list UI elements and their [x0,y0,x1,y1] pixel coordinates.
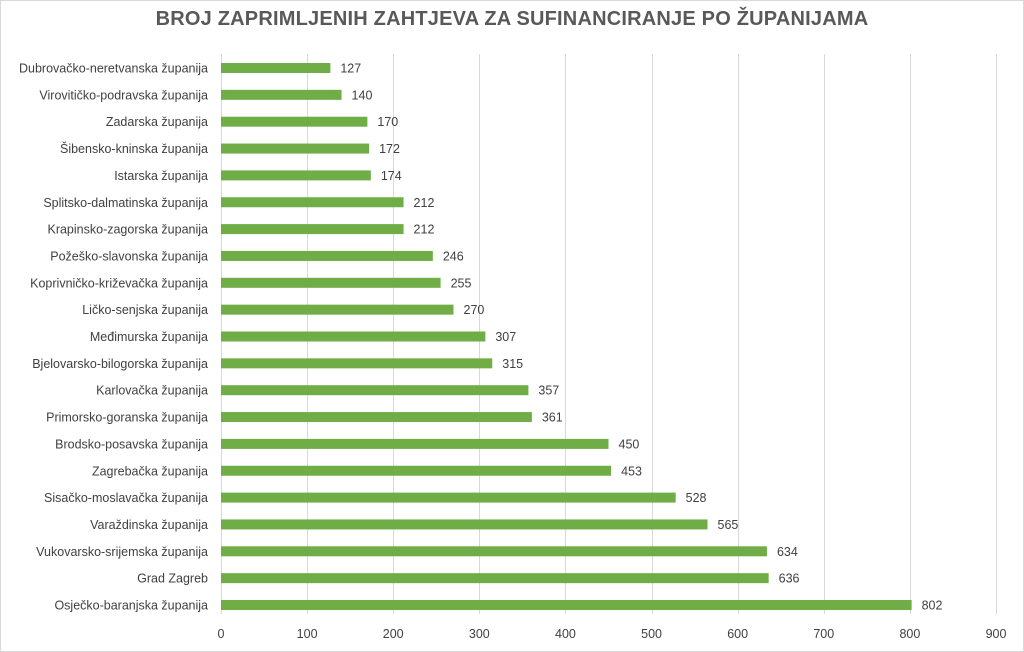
category-label: Zagrebačka županija [92,464,208,478]
bar [221,63,331,73]
data-label: 636 [779,572,800,586]
bar [221,304,454,315]
x-tick-label: 100 [297,627,318,641]
bar [221,465,612,476]
category-label: Karlovačka županija [96,384,208,398]
data-label: 170 [377,115,398,129]
chart-title: BROJ ZAPRIMLJENIH ZAHTJEVA ZA SUFINANCIR… [155,8,869,30]
bar [221,250,433,261]
data-label: 212 [414,223,435,237]
x-tick-label: 900 [986,627,1007,641]
x-axis-tick-labels: 0 100 200 300 400 500 600 700 800 900 [218,627,1007,641]
data-label: 172 [379,142,400,156]
category-label: Bjelovarsko-bilogorska županija [32,357,208,371]
bars [221,63,912,610]
x-tick-label: 800 [899,627,920,641]
bar [221,358,493,369]
bar [221,224,404,235]
bar [221,197,404,208]
data-label: 450 [619,437,640,451]
x-tick-label: 700 [813,627,834,641]
category-label: Međimurska županija [90,330,208,344]
bar [221,412,532,423]
category-labels: Dubrovačko-neretvanska županija Virovitič… [19,62,208,613]
category-label: Istarska županija [114,169,208,183]
data-label: 361 [542,411,563,425]
category-label: Koprivničko-križevačka županija [30,276,208,290]
bar [221,573,769,584]
data-label: 174 [381,169,402,183]
category-label: Zadarska županija [106,115,208,129]
data-label: 634 [777,545,798,559]
data-labels: 127 140 170 172 174 212 212 246 255 270 307 315 357 3… [340,62,942,613]
category-label: Šibensko-kninska županija [60,141,208,156]
category-label: Dubrovačko-neretvanska županija [19,62,208,76]
data-label: 307 [495,330,516,344]
category-label: Požeško-slavonska županija [50,249,208,263]
bar [221,331,486,342]
data-label: 255 [451,276,472,290]
bar [221,116,368,127]
bar [221,385,529,396]
x-tick-label: 400 [555,627,576,641]
bar [221,492,676,503]
data-label: 357 [538,384,559,398]
category-label: Varaždinska županija [90,518,208,532]
category-label: Brodsko-posavska županija [55,437,208,451]
category-label: Vukovarsko-srijemska županija [36,545,208,559]
data-label: 315 [502,357,523,371]
category-label: Sisačko-moslavačka županija [44,491,208,505]
x-tick-label: 600 [727,627,748,641]
bar [221,600,912,610]
bar [221,89,342,100]
data-label: 802 [922,599,943,613]
x-tick-label: 200 [383,627,404,641]
bar [221,519,708,530]
bar [221,438,609,449]
data-label: 270 [464,303,485,317]
category-label: Grad Zagreb [137,572,208,586]
x-tick-label: 0 [218,627,225,641]
category-label: Splitsko-dalmatinska županija [43,196,208,210]
bar [221,546,767,557]
data-label: 127 [340,62,361,76]
category-label: Primorsko-goranska županija [46,411,208,425]
category-label: Virovitičko-podravska županija [39,88,208,102]
bar [221,170,371,181]
data-label: 246 [443,249,464,263]
category-label: Ličko-senjska županija [82,303,208,317]
data-label: 212 [414,196,435,210]
x-tick-label: 300 [469,627,490,641]
data-label: 528 [686,491,707,505]
data-label: 565 [718,518,739,532]
bar [221,143,370,154]
category-label: Osječko-baranjska županija [54,599,208,613]
data-label: 140 [352,88,373,102]
category-label: Krapinsko-zagorska županija [47,223,208,237]
bar [221,277,441,288]
data-label: 453 [621,464,642,478]
x-tick-label: 500 [641,627,662,641]
